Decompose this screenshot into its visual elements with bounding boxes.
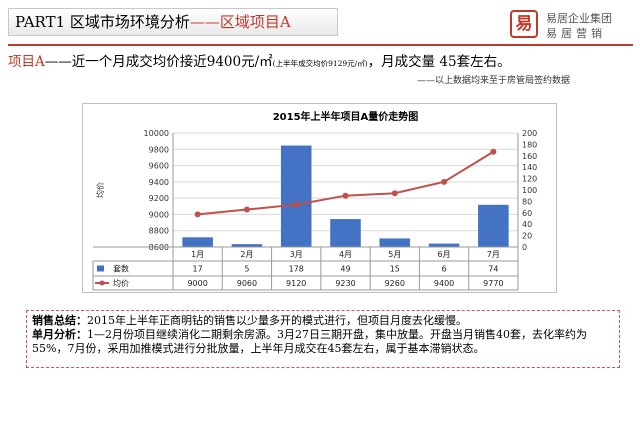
section-title-main: PART1 区域市场环境分析 (15, 13, 190, 31)
summary-box: 销售总结：2015年上半年正商明钻的销售以少量多开的模式进行，但项目月度去化缓慢… (26, 310, 620, 368)
y2-tick-label: 60 (522, 209, 532, 218)
x-tick-label: 1月 (191, 250, 204, 259)
table-value: 9400 (434, 279, 454, 288)
bar-6 (428, 243, 460, 247)
y-tick-label: 9800 (149, 145, 169, 154)
price-point-7 (490, 148, 497, 155)
table-value: 9230 (335, 279, 355, 288)
table-value: 15 (390, 265, 400, 274)
y-tick-label: 9400 (149, 178, 169, 187)
chart-title: 2015年上半年项目A量价走势图 (273, 110, 419, 123)
x-tick-label: 7月 (487, 250, 500, 259)
monthly-analysis-label: 单月分析： (32, 328, 87, 341)
table-value: 74 (488, 265, 498, 274)
price-volume-chart: 2015年上半年项目A量价走势图 8600 8800 9000 9200 9400 9600… (82, 103, 557, 293)
price-point-6 (441, 178, 448, 185)
sales-summary-text: 2015年上半年正商明钻的销售以少量多开的模式进行，但项目月度去化缓慢。 (87, 314, 467, 327)
legend-swatch-marker (99, 280, 105, 286)
price-point-5 (391, 190, 398, 197)
y-tick-label: 8800 (149, 227, 169, 236)
y-axis-label: 均价 (95, 182, 105, 198)
sales-summary: 销售总结：2015年上半年正商明钻的销售以少量多开的模式进行，但项目月度去化缓慢… (32, 314, 614, 328)
price-point-2 (243, 206, 250, 213)
bar-1 (182, 237, 213, 247)
bar-7 (478, 204, 509, 247)
y-tick-label: 9200 (149, 194, 169, 203)
y2-tick-label: 200 (522, 129, 537, 138)
monthly-analysis-text: 1—2月份项目继续消化二期剩余房源。3月27日三期开盘，集中放量。开盘当月销售4… (32, 328, 587, 355)
y2-tick-label: 0 (522, 243, 527, 252)
bar-2 (231, 244, 263, 247)
headline-project: 项目A (8, 54, 45, 70)
y2-tick-label: 20 (522, 232, 532, 241)
legend-label: 均价 (113, 278, 129, 288)
price-point-3 (293, 201, 300, 208)
y2-tick-label: 120 (522, 175, 537, 184)
table-value: 49 (340, 265, 350, 274)
price-line (197, 150, 494, 216)
y2-tick-label: 180 (522, 140, 537, 149)
price-point-4 (342, 192, 349, 199)
y-tick-label: 9000 (149, 210, 169, 219)
legend-swatch-bar (97, 265, 104, 272)
section-title-sub: ——区域项目A (189, 13, 291, 31)
x-tick-label: 5月 (388, 250, 401, 259)
table-value: 6 (442, 265, 447, 274)
y2-tick-label: 160 (522, 152, 537, 161)
data-source-note: ——以上数据均来至于房管局签约数据 (416, 76, 570, 86)
table-value: 9260 (385, 279, 405, 288)
price-point-1 (194, 211, 201, 218)
table-value: 178 (289, 265, 304, 274)
headline-tail: ，月成交量 45套左右。 (367, 54, 511, 70)
monthly-analysis: 单月分析：1—2月份项目继续消化二期剩余房源。3月27日三期开盘，集中放量。开盘… (32, 328, 614, 356)
logo-company-subname: 易居营销 (546, 27, 606, 40)
logo-company-name: 易居企业集团 (546, 12, 612, 25)
logo-mark-icon: 易 (510, 10, 538, 38)
headline-text: ——近一个月成交均价接近9400元/㎡ (44, 54, 273, 70)
y2-tick-label: 140 (522, 163, 537, 172)
table-value: 5 (244, 265, 249, 274)
y-tick-label: 10000 (144, 129, 169, 138)
bar-3 (280, 145, 312, 247)
table-value: 9120 (286, 279, 306, 288)
y-tick-label: 9600 (149, 162, 169, 171)
sales-summary-label: 销售总结： (32, 314, 87, 327)
y2-tick-label: 100 (522, 186, 537, 195)
x-tick-label: 3月 (290, 250, 303, 259)
table-value: 9770 (483, 279, 503, 288)
table-value: 9060 (237, 279, 257, 288)
chart-svg: 2015年上半年项目A量价走势图860088009000920094009600… (92, 110, 537, 291)
y2-tick-label: 40 (522, 220, 532, 229)
x-tick-label: 4月 (339, 250, 352, 259)
table-value: 17 (193, 265, 203, 274)
legend-label: 套数 (113, 264, 129, 274)
header-divider (8, 44, 633, 46)
table-value: 9000 (187, 279, 207, 288)
headline: 项目A——近一个月成交均价接近9400元/㎡(上半年成交均价9129元/㎡)，月… (8, 50, 638, 70)
x-tick-label: 2月 (240, 250, 253, 259)
section-title: PART1 区域市场环境分析——区域项目A (8, 8, 338, 36)
bar-4 (330, 219, 361, 247)
bar-5 (379, 238, 411, 247)
headline-note: (上半年成交均价9129元/㎡) (272, 59, 368, 68)
x-tick-label: 6月 (438, 250, 451, 259)
company-logo: 易 易居企业集团 易居营销 (510, 10, 635, 40)
y2-tick-label: 80 (522, 197, 532, 206)
